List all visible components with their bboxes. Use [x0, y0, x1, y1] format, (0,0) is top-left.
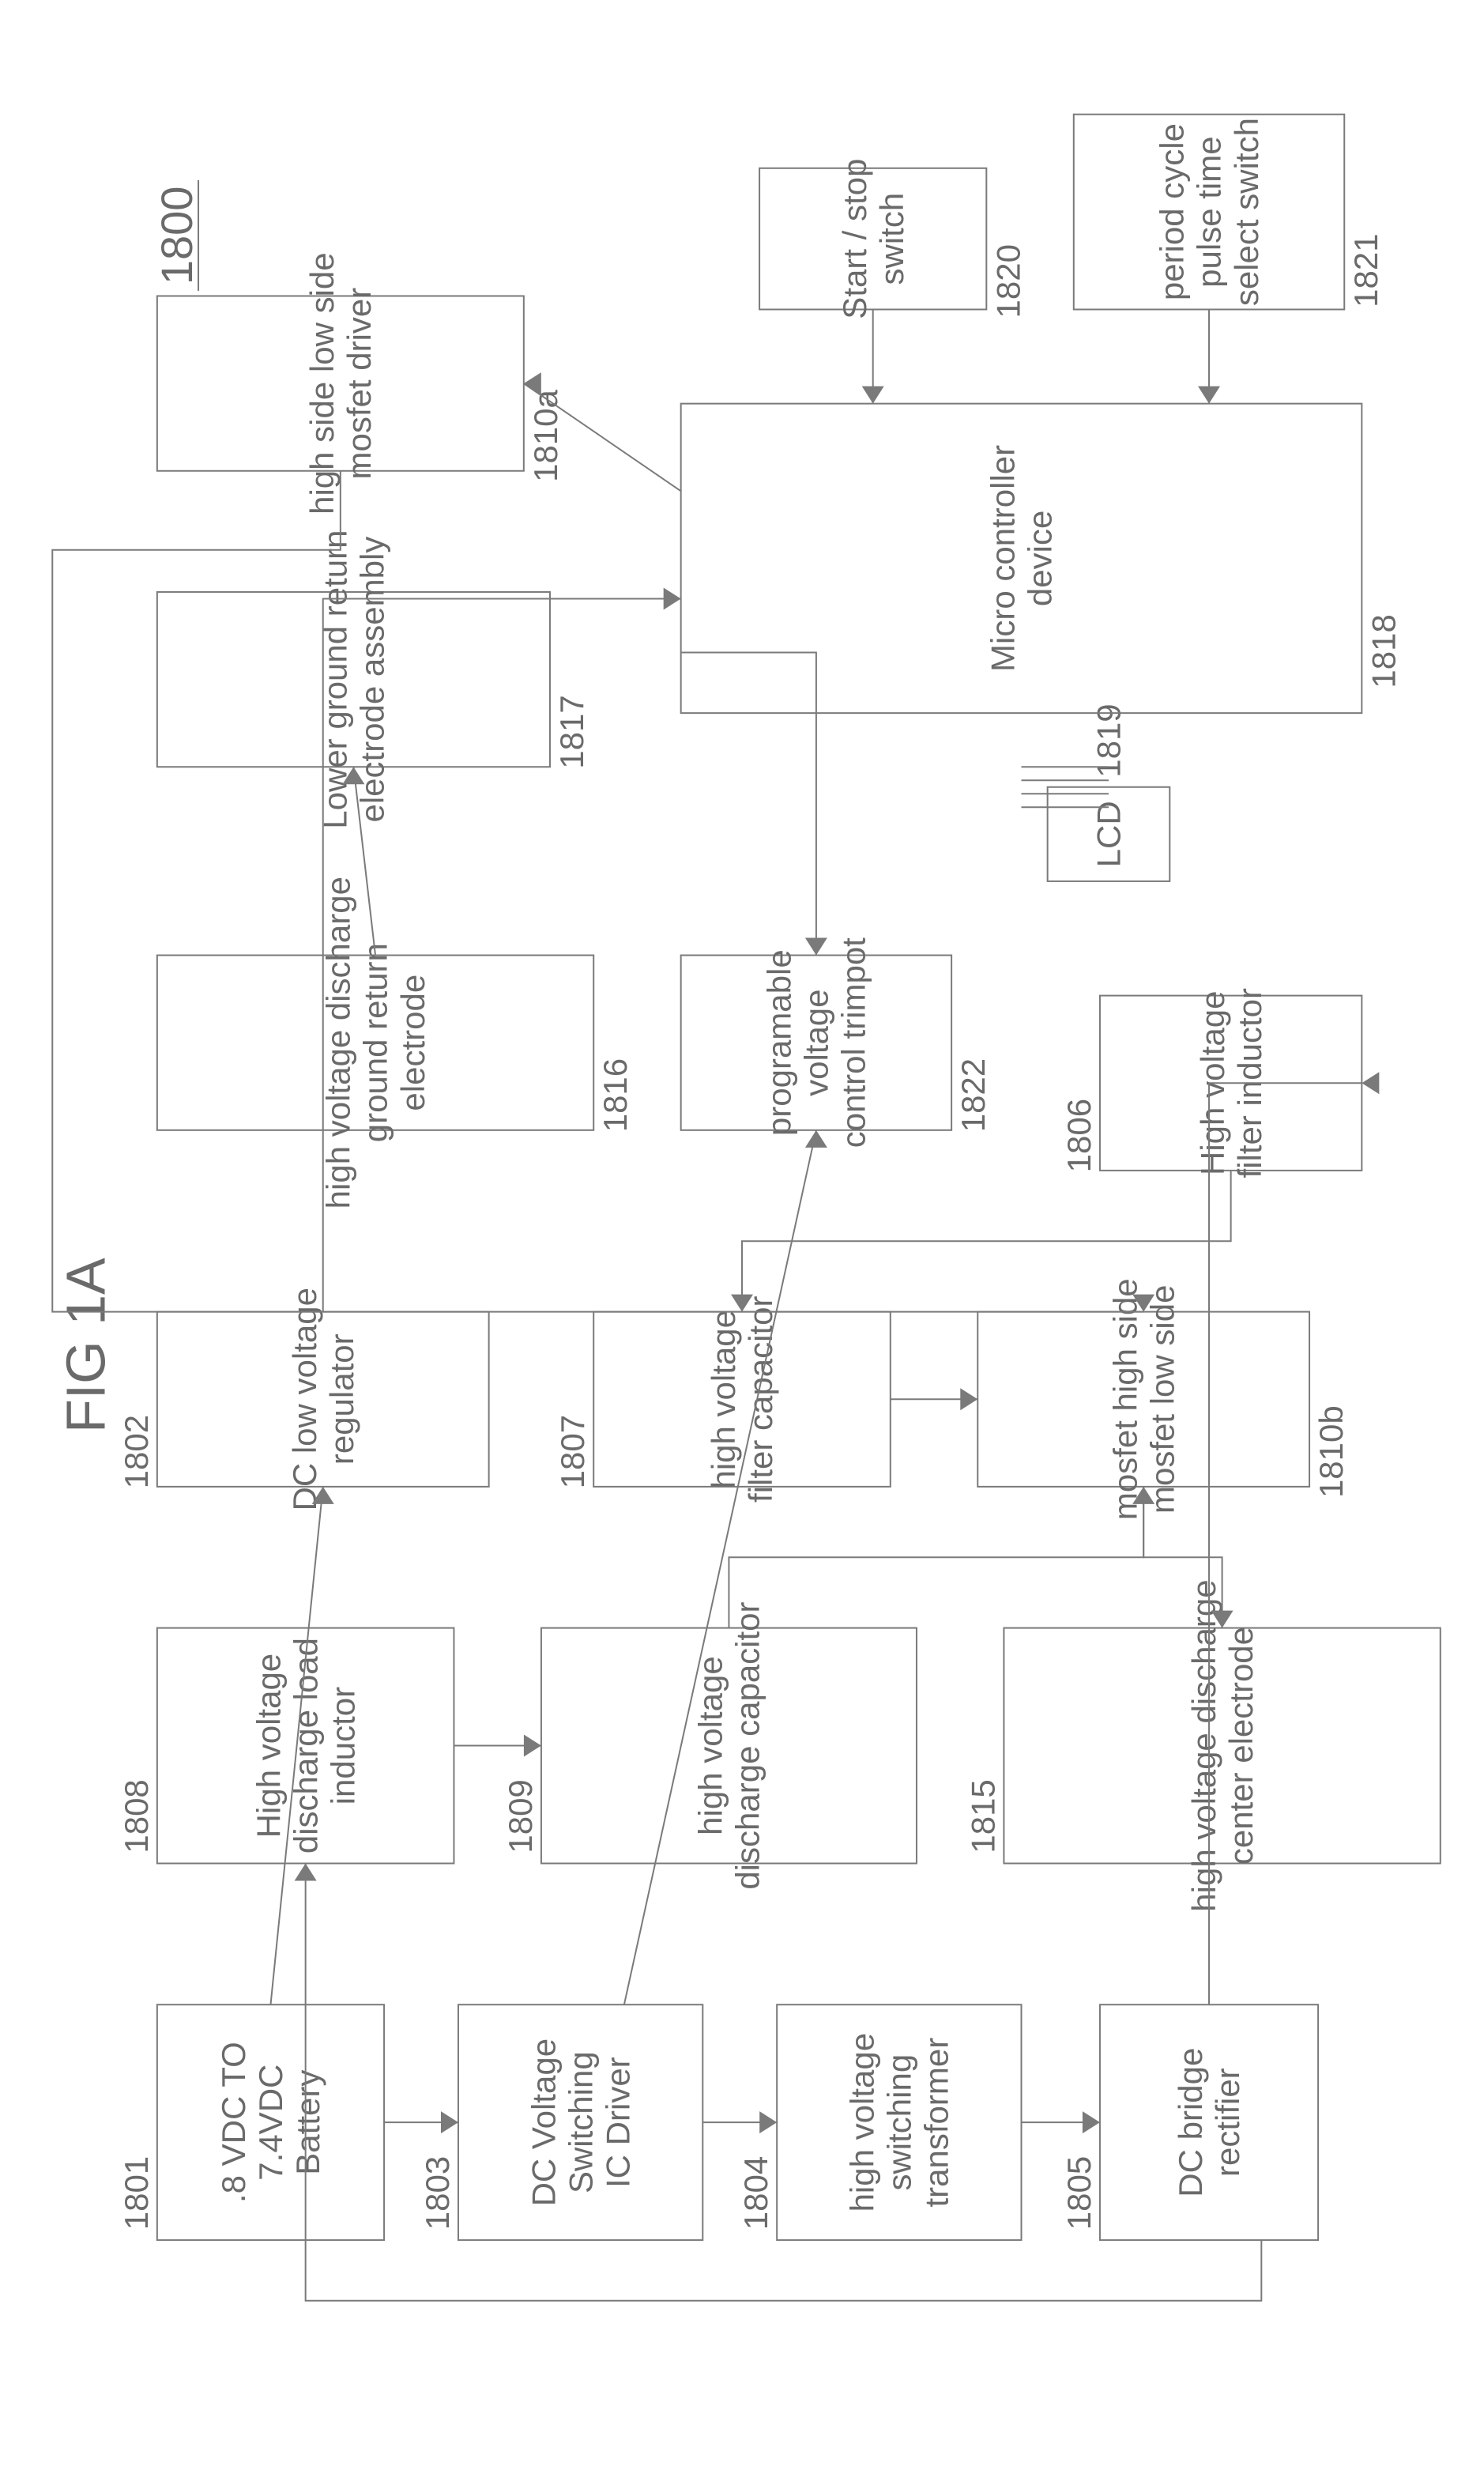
svg-text:mosfet high side: mosfet high side: [1106, 1278, 1143, 1520]
svg-text:Start / stop: Start / stop: [836, 159, 873, 319]
svg-text:1810a: 1810a: [527, 389, 564, 481]
svg-text:1803: 1803: [419, 2156, 456, 2230]
svg-text:1809: 1809: [502, 1779, 539, 1853]
svg-text:mosfet low side: mosfet low side: [1143, 1285, 1181, 1514]
svg-text:1818: 1818: [1365, 614, 1402, 688]
svg-text:1806: 1806: [1060, 1099, 1098, 1172]
svg-text:high side low side: high side low side: [303, 252, 341, 515]
svg-text:select switch: select switch: [1228, 118, 1265, 306]
svg-text:ground return: ground return: [357, 943, 394, 1142]
svg-text:1805: 1805: [1060, 2156, 1098, 2230]
svg-text:control trimpot: control trimpot: [835, 937, 872, 1148]
svg-text:Switching: Switching: [562, 2051, 599, 2193]
svg-text:1820: 1820: [989, 244, 1026, 318]
svg-text:high voltage: high voltage: [705, 1310, 742, 1489]
svg-text:1802: 1802: [118, 1415, 155, 1488]
svg-text:electrode: electrode: [394, 975, 431, 1111]
svg-text:1807: 1807: [554, 1415, 591, 1488]
svg-text:1810b: 1810b: [1313, 1405, 1350, 1498]
svg-text:discharge load: discharge load: [287, 1638, 324, 1854]
svg-text:DC low voltage: DC low voltage: [286, 1288, 323, 1510]
svg-text:inductor: inductor: [324, 1687, 361, 1805]
svg-text:device: device: [1022, 511, 1059, 606]
svg-text:period cycle: period cycle: [1154, 123, 1191, 300]
svg-text:1808: 1808: [118, 1779, 155, 1853]
svg-text:1822: 1822: [955, 1058, 992, 1132]
svg-text:high voltage discharge: high voltage discharge: [1185, 1579, 1222, 1911]
svg-text:high voltage: high voltage: [844, 2033, 881, 2212]
svg-text:1821: 1821: [1347, 233, 1384, 307]
svg-text:DC bridge: DC bridge: [1172, 2048, 1209, 2197]
svg-text:.8 VDC TO: .8 VDC TO: [215, 2042, 252, 2203]
svg-text:switch: switch: [873, 193, 910, 285]
svg-text:FIG 1A: FIG 1A: [55, 1258, 117, 1433]
svg-text:1801: 1801: [118, 2156, 155, 2230]
svg-text:1817: 1817: [553, 695, 590, 768]
svg-text:regulator: regulator: [323, 1333, 360, 1465]
svg-text:high voltage discharge: high voltage discharge: [320, 877, 357, 1209]
svg-text:center electrode: center electrode: [1222, 1627, 1260, 1865]
svg-text:Micro controller: Micro controller: [985, 445, 1022, 672]
block-diagram: FIG 1A 1800 .8 VDC TO7.4VDCBattery 1801 DC V…: [0, 0, 1484, 2489]
svg-text:high voltage: high voltage: [692, 1656, 729, 1835]
svg-text:pulse time: pulse time: [1191, 136, 1228, 287]
svg-text:switching: switching: [881, 2054, 918, 2191]
svg-text:transformer: transformer: [918, 2038, 955, 2208]
svg-text:1816: 1816: [597, 1058, 634, 1132]
svg-text:IC Driver: IC Driver: [599, 2057, 636, 2188]
svg-text:programable: programable: [761, 949, 798, 1136]
svg-text:Battery: Battery: [289, 2070, 326, 2175]
svg-text:rectifier: rectifier: [1209, 2068, 1246, 2177]
svg-text:discharge capacitor: discharge capacitor: [729, 1601, 766, 1889]
svg-text:1815: 1815: [964, 1779, 1001, 1853]
svg-text:1800: 1800: [152, 187, 202, 285]
svg-text:voltage: voltage: [798, 989, 835, 1096]
svg-text:DC Voltage: DC Voltage: [525, 2038, 562, 2206]
svg-text:LCD: LCD: [1090, 801, 1128, 867]
svg-text:7.4VDC: 7.4VDC: [252, 2065, 289, 2181]
svg-text:mosfet driver: mosfet driver: [341, 288, 378, 480]
svg-text:1804: 1804: [737, 2156, 774, 2230]
svg-text:High voltage: High voltage: [250, 1654, 287, 1838]
